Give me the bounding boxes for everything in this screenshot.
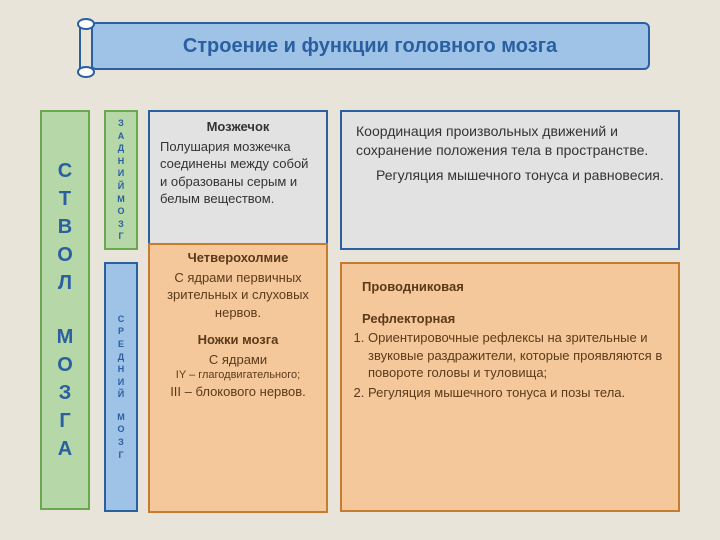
text-chetver-2b: IY – глагодвигательного; (160, 368, 316, 383)
list-reflekt: Ориентировочные рефлексы на зрительные и… (348, 329, 668, 401)
v-letter: З (118, 117, 124, 130)
label-sredniy-mozg: С Р Е Д Н И Й М О З Г (104, 262, 138, 512)
v-letter: О (117, 423, 124, 436)
v-letter: З (118, 436, 124, 449)
v-letter: М (117, 411, 125, 424)
box-mozzhechok: Мозжечок Полушария мозжечка соединены ме… (148, 110, 328, 250)
heading-mozzhechok: Мозжечок (160, 118, 316, 136)
heading-chetver: Четверохолмие (160, 249, 316, 267)
v-letter: М (57, 323, 74, 351)
v-letter: Г (118, 449, 123, 462)
page-title: Строение и функции головного мозга (183, 35, 557, 58)
v-letter: Й (118, 388, 124, 401)
v-letter: О (57, 351, 73, 379)
subheading-nozhki: Ножки мозга (160, 331, 316, 349)
v-letter: Г (118, 230, 123, 243)
list-item: Регуляция мышечного тонуса и позы тела. (368, 384, 668, 402)
title-banner: Строение и функции головного мозга (90, 22, 650, 70)
text-koord-1: Координация произвольных движений и сохр… (356, 122, 664, 160)
v-letter: Й (118, 180, 124, 193)
box-provodnikovaya: Проводниковая Рефлекторная Ориентировочн… (340, 262, 680, 512)
v-letter: М (117, 193, 125, 206)
v-letter: Д (118, 351, 124, 364)
v-letter: З (59, 379, 72, 407)
v-letter: В (58, 213, 72, 241)
heading-reflekt: Рефлекторная (362, 310, 668, 328)
v-letter: Д (118, 142, 124, 155)
v-letter: Т (59, 185, 71, 213)
v-letter: С (118, 313, 125, 326)
box-koordinaciya: Координация произвольных движений и сохр… (340, 110, 680, 250)
text-koord-2: Регуляция мышечного тонуса и равновесия. (356, 166, 664, 185)
v-letter: З (118, 218, 124, 231)
v-letter: А (118, 130, 125, 143)
v-letter: О (117, 205, 124, 218)
heading-provod: Проводниковая (362, 278, 668, 296)
box-chetverokholmie: Четверохолмие С ядрами первичных зритель… (148, 243, 328, 513)
v-letter: О (57, 241, 73, 269)
v-letter: А (58, 435, 72, 463)
v-letter: И (118, 376, 124, 389)
v-letter: Н (118, 363, 125, 376)
v-letter: Е (118, 338, 124, 351)
label-zadniy-mozg: З А Д Н И Й М О З Г (104, 110, 138, 250)
label-stvol-mozga: С Т В О Л М О З Г А (40, 110, 90, 510)
v-letter: Р (118, 325, 124, 338)
v-letter: И (118, 167, 124, 180)
scroll-icon (74, 18, 96, 78)
list-item: Ориентировочные рефлексы на зрительные и… (368, 329, 668, 382)
text-chetver-2a: С ядрами (160, 351, 316, 369)
v-letter: Л (58, 269, 72, 297)
v-letter: Н (118, 155, 125, 168)
v-letter: С (58, 157, 72, 185)
text-chetver-2c: III – блокового нервов. (160, 383, 316, 401)
text-mozzhechok: Полушария мозжечка соединены между собой… (160, 138, 316, 208)
text-chetver-1: С ядрами первичных зрительных и слуховых… (160, 269, 316, 322)
v-letter: Г (59, 407, 70, 435)
